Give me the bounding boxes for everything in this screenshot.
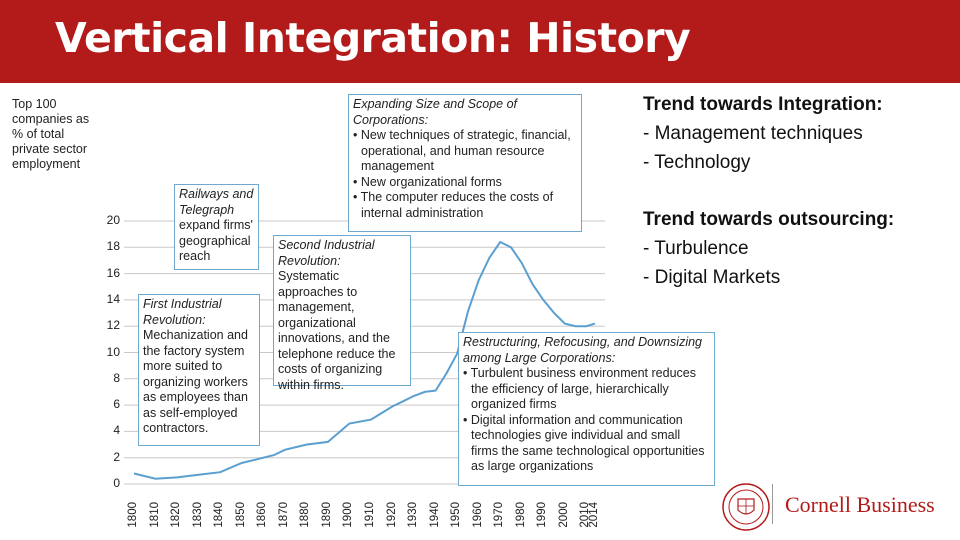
integration-item: - Technology bbox=[643, 152, 751, 173]
slide-title: Vertical Integration: History bbox=[55, 14, 691, 62]
outsourcing-trend-block: Trend towards outsourcing: - Turbulence … bbox=[643, 205, 894, 292]
y-tick-label: 18 bbox=[106, 239, 120, 254]
callout-bullets: • Turbulent business environment reduces… bbox=[463, 366, 710, 475]
bullet-item: • New organizational forms bbox=[353, 174, 502, 189]
logo-separator bbox=[772, 484, 773, 524]
cornell-seal-icon bbox=[722, 483, 770, 531]
outsourcing-item: - Turbulence bbox=[643, 238, 749, 259]
outsourcing-item: - Digital Markets bbox=[643, 267, 781, 288]
outsourcing-heading: Trend towards outsourcing: bbox=[643, 209, 895, 230]
y-tick-label: 6 bbox=[113, 397, 120, 412]
integration-heading: Trend towards Integration: bbox=[643, 94, 883, 115]
callout-body: expand firms' geographical reach bbox=[179, 218, 253, 263]
callout-second-industrial-revolution: Second Industrial Revolution: Systematic… bbox=[273, 235, 411, 392]
callout-restructuring: Restructuring, Refocusing, and Downsizin… bbox=[458, 332, 715, 486]
integration-trend-block: Trend towards Integration: - Management … bbox=[643, 90, 883, 177]
y-tick-label: 8 bbox=[113, 370, 120, 385]
y-tick-label: 2 bbox=[113, 449, 120, 464]
callout-heading: Railways and Telegraph bbox=[179, 187, 254, 217]
title-bar: Vertical Integration: History bbox=[0, 0, 960, 83]
y-tick-label: 4 bbox=[113, 423, 120, 438]
y-axis-label: Top 100 companies as % of total private … bbox=[12, 97, 90, 171]
bullet-item: • Digital information and communication … bbox=[463, 412, 705, 474]
callout-heading: Restructuring, Refocusing, and Downsizin… bbox=[463, 335, 703, 365]
y-tick-label: 0 bbox=[113, 476, 120, 490]
callout-body: Systematic approaches to management, org… bbox=[278, 269, 396, 392]
series-line-0 bbox=[133, 240, 596, 480]
y-tick-label: 10 bbox=[106, 344, 120, 359]
y-tick-label: 14 bbox=[106, 291, 120, 306]
callout-first-industrial-revolution: First Industrial Revolution: Mechanizati… bbox=[138, 294, 260, 446]
integration-item: - Management techniques bbox=[643, 123, 863, 144]
callout-heading: Expanding Size and Scope of Corporations… bbox=[353, 97, 518, 127]
bullet-item: • The computer reduces the costs of inte… bbox=[353, 190, 554, 220]
callout-heading: Second Industrial Revolution: bbox=[278, 238, 375, 268]
callout-bullets: • New techniques of strategic, financial… bbox=[353, 128, 577, 221]
callout-heading: First Industrial Revolution: bbox=[143, 297, 222, 327]
callout-body: Mechanization and the factory system mor… bbox=[143, 328, 248, 435]
y-tick-label: 12 bbox=[106, 318, 120, 333]
callout-expanding-size: Expanding Size and Scope of Corporations… bbox=[348, 94, 582, 232]
callout-railways: Railways and Telegraph expand firms' geo… bbox=[174, 184, 259, 270]
bullet-item: • New techniques of strategic, financial… bbox=[353, 128, 571, 173]
cornell-business-logo: Cornell Business bbox=[785, 492, 935, 517]
y-tick-label: 16 bbox=[106, 265, 120, 280]
y-tick-label: 20 bbox=[106, 213, 120, 227]
bullet-item: • Turbulent business environment reduces… bbox=[463, 366, 696, 411]
